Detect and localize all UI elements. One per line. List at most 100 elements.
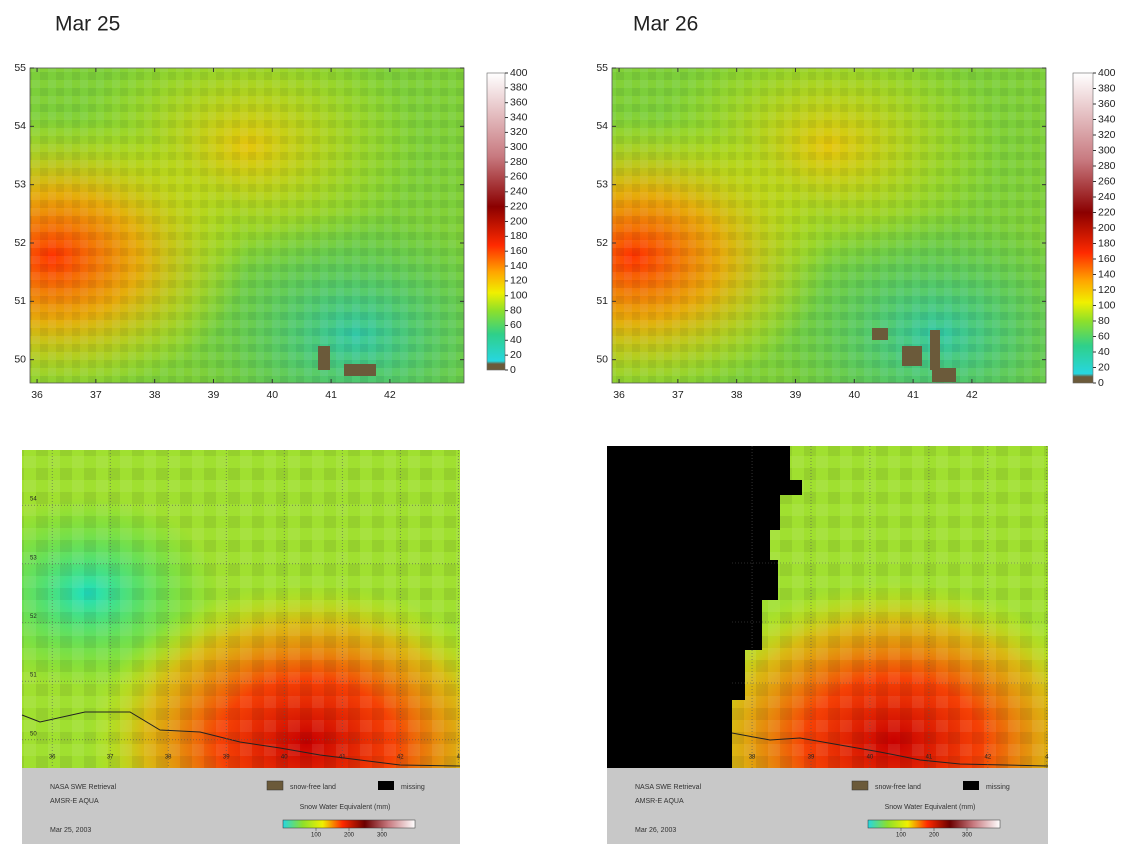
y-tick-label: 53	[30, 555, 37, 561]
colorbar-label: 100	[1098, 299, 1116, 311]
panel-title: Mar 25	[55, 13, 120, 36]
x-tick-label: 4	[457, 755, 461, 761]
colorbar-label: 360	[510, 96, 528, 108]
legend-swatch	[851, 780, 869, 791]
colorbar-label: 60	[510, 319, 522, 331]
scale-label: 300	[377, 833, 388, 839]
y-tick-label: 54	[14, 120, 26, 132]
x-tick-label: 37	[90, 389, 102, 401]
colorbar-label: 260	[1098, 175, 1116, 187]
x-tick-label: 36	[31, 389, 43, 401]
colorbar-label: 320	[1098, 129, 1116, 141]
colorbar-label: 0	[510, 364, 516, 376]
x-tick-label: 38	[749, 755, 756, 761]
x-tick-label: 41	[926, 755, 933, 761]
y-tick-label: 53	[596, 178, 608, 190]
y-tick-label: 52	[30, 614, 37, 620]
colorbar-label: 220	[510, 200, 528, 212]
scale-label: 200	[344, 833, 355, 839]
plot-frame	[29, 67, 465, 384]
scale-title: Snow Water Equivalent (mm)	[885, 804, 976, 811]
colorbar-label: 160	[1098, 253, 1116, 265]
colorbar-label: 40	[1098, 346, 1110, 358]
colorbar-label: 0	[1098, 377, 1104, 389]
legend-swatch	[963, 781, 979, 790]
y-tick-label: 53	[14, 178, 26, 190]
x-tick-label: 41	[339, 755, 346, 761]
legend-swatch	[266, 780, 284, 791]
scale-label: 300	[962, 833, 973, 839]
colorbar-label: 240	[1098, 191, 1116, 203]
date-label: Mar 25, 2003	[50, 827, 91, 834]
colorbar-label: 340	[510, 111, 528, 123]
colorbar-label: 200	[1098, 222, 1116, 234]
x-tick-label: 36	[49, 755, 56, 761]
y-tick-label: 50	[14, 353, 26, 365]
colorbar-label: 80	[1098, 315, 1110, 327]
colorbar	[486, 72, 506, 371]
x-tick-label: 42	[966, 389, 978, 401]
legend-label: snow-free land	[875, 784, 921, 791]
product-label: NASA SWE Retrieval	[50, 784, 117, 791]
scale-label: 100	[896, 833, 907, 839]
x-tick-label: 40	[266, 389, 278, 401]
colorbar-label: 300	[510, 141, 528, 153]
colorbar-label: 220	[1098, 206, 1116, 218]
colorbar-label: 40	[510, 334, 522, 346]
colorbar-label: 20	[1098, 361, 1110, 373]
colorbar-label: 360	[1098, 98, 1116, 110]
colorbar-label: 140	[510, 260, 528, 272]
colorbar-label: 380	[1098, 82, 1116, 94]
colorbar-label: 320	[510, 126, 528, 138]
legend-label: missing	[401, 784, 425, 791]
x-tick-label: 41	[907, 389, 919, 401]
colorbar-label: 80	[510, 304, 522, 316]
x-tick-label: 38	[149, 389, 161, 401]
y-tick-label: 55	[14, 62, 26, 74]
y-tick-label: 50	[30, 731, 37, 737]
legend-label: missing	[986, 784, 1010, 791]
y-tick-label: 55	[596, 62, 608, 74]
scale-label: 100	[311, 833, 322, 839]
colorbar-label: 400	[1098, 67, 1116, 79]
colorbar	[1072, 72, 1094, 384]
scale-bar	[282, 819, 416, 829]
scale-bar	[867, 819, 1001, 829]
sensor-label: AMSR-E AQUA	[635, 798, 684, 805]
map-right	[607, 446, 1049, 844]
colorbar-label: 300	[1098, 144, 1116, 156]
x-tick-label: 42	[397, 755, 404, 761]
x-tick-label: 41	[325, 389, 337, 401]
legend-swatch	[378, 781, 394, 790]
x-tick-label: 39	[223, 755, 230, 761]
y-tick-label: 51	[596, 295, 608, 307]
colorbar-label: 120	[510, 275, 528, 287]
colorbar-label: 280	[1098, 160, 1116, 172]
y-tick-label: 54	[596, 120, 608, 132]
y-tick-label: 52	[14, 237, 26, 249]
y-tick-label: 54	[30, 497, 37, 503]
sensor-label: AMSR-E AQUA	[50, 798, 99, 805]
x-tick-label: 40	[281, 755, 288, 761]
x-tick-label: 40	[848, 389, 860, 401]
y-tick-label: 50	[596, 353, 608, 365]
y-tick-label: 52	[596, 237, 608, 249]
colorbar-label: 380	[510, 82, 528, 94]
y-tick-label: 51	[14, 295, 26, 307]
colorbar-label: 100	[510, 290, 528, 302]
colorbar-label: 260	[510, 171, 528, 183]
colorbar-label: 180	[1098, 237, 1116, 249]
x-tick-label: 39	[790, 389, 802, 401]
x-tick-label: 36	[613, 389, 625, 401]
x-tick-label: 37	[107, 755, 114, 761]
colorbar-label: 120	[1098, 284, 1116, 296]
date-label: Mar 26, 2003	[635, 827, 676, 834]
map-left	[21, 450, 461, 844]
scale-title: Snow Water Equivalent (mm)	[300, 804, 391, 811]
colorbar-label: 60	[1098, 330, 1110, 342]
x-tick-label: 38	[731, 389, 743, 401]
x-tick-label: 42	[985, 755, 992, 761]
x-tick-label: 39	[208, 389, 220, 401]
product-label: NASA SWE Retrieval	[635, 784, 702, 791]
plot-frame	[611, 67, 1047, 384]
